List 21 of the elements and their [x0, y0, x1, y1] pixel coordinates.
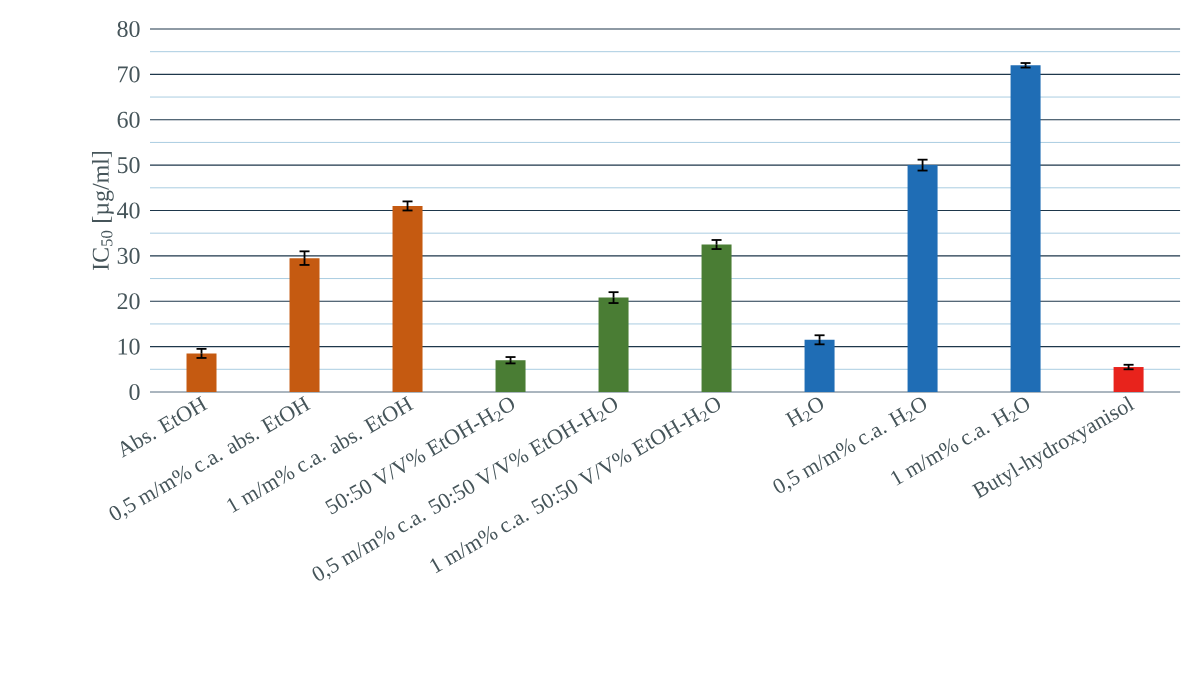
- y-axis-title: IC$_{50}$ [µg/ml]: [91, 151, 114, 270]
- y-tick-label: 0: [129, 383, 140, 401]
- y-tick-label: 80: [117, 20, 140, 38]
- y-tick-label: 50: [117, 157, 140, 174]
- bar: [186, 353, 217, 392]
- y-tick-label: 70: [118, 66, 140, 83]
- bar: [701, 244, 732, 392]
- bar: [1113, 367, 1144, 392]
- y-tick-label: 10: [118, 338, 140, 355]
- bar: [289, 258, 320, 392]
- bar: [495, 360, 526, 392]
- y-tick-label: 60: [117, 111, 140, 128]
- x-tick-label: H$_{2}$O: [784, 397, 824, 428]
- bar: [907, 165, 938, 392]
- bar: [1010, 65, 1041, 392]
- y-tick-label: 40: [117, 202, 140, 219]
- y-tick-label: 20: [117, 293, 140, 310]
- bar: [392, 205, 423, 392]
- bar: [804, 339, 835, 392]
- bar: [598, 297, 629, 392]
- y-tick-label: 30: [117, 247, 140, 264]
